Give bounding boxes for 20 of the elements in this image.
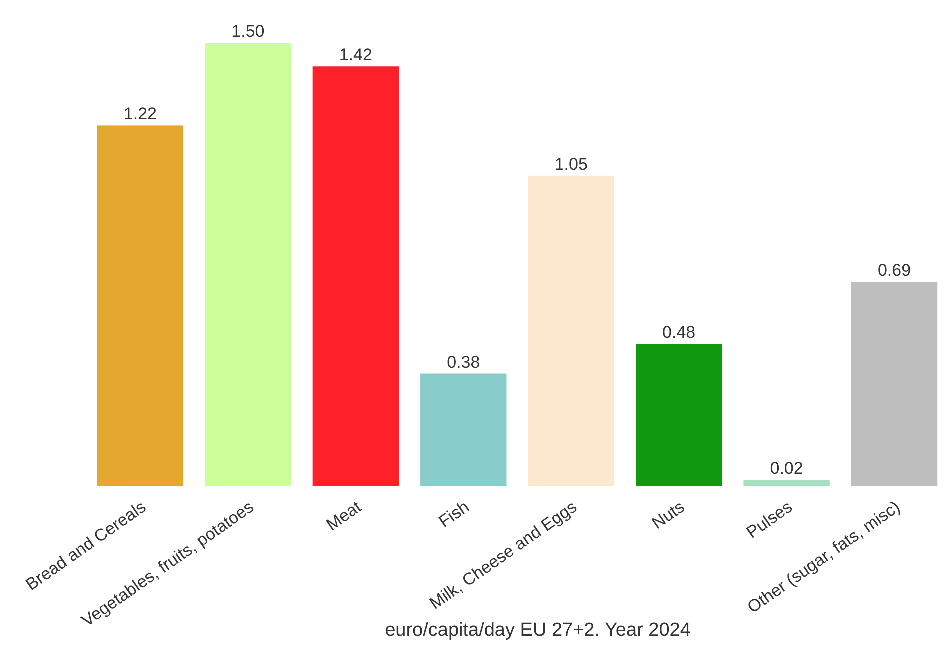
x-tick-label: Fish	[436, 497, 473, 532]
bar	[312, 66, 400, 486]
bar	[528, 176, 614, 486]
bar	[636, 344, 722, 486]
data-label: 1.50	[232, 22, 265, 41]
x-tick-label: Nuts	[648, 497, 688, 534]
data-label: 1.22	[124, 104, 158, 124]
bar	[420, 374, 507, 486]
data-label: 1.05	[554, 154, 588, 174]
data-label: 0.02	[770, 459, 804, 478]
data-label: 0.38	[447, 352, 480, 372]
bar	[205, 43, 292, 486]
data-label: 1.42	[339, 46, 372, 65]
x-tick-label: Meat	[323, 497, 366, 535]
x-axis-title: euro/capita/day EU 27+2. Year 2024	[385, 620, 692, 641]
bar	[97, 126, 184, 486]
data-label: 0.48	[662, 323, 696, 342]
data-label: 0.69	[878, 261, 912, 280]
bar	[744, 480, 830, 486]
bar	[851, 282, 938, 486]
